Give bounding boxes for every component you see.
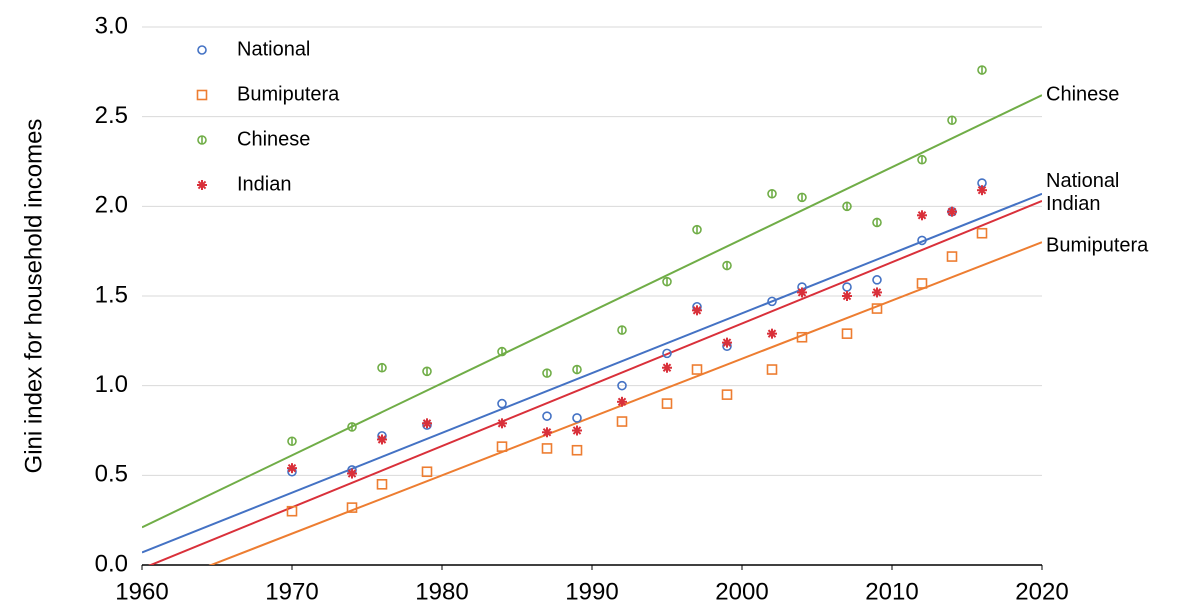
y-axis-title: Gini index for household incomes [20, 119, 47, 474]
point [842, 282, 852, 292]
point [691, 364, 703, 375]
point [692, 305, 702, 316]
point [617, 396, 627, 407]
point [497, 398, 507, 409]
point [722, 260, 732, 271]
point [722, 337, 732, 348]
y-tick-label: 0.0 [95, 550, 128, 577]
point [767, 188, 777, 199]
x-tick-label: 1980 [415, 578, 468, 605]
point [662, 348, 672, 359]
point [497, 346, 507, 357]
point [977, 65, 987, 75]
point [571, 444, 583, 456]
point [542, 368, 552, 378]
point [572, 425, 582, 436]
point [797, 287, 807, 298]
legend-marker [196, 89, 208, 101]
point [662, 276, 672, 287]
point [947, 206, 957, 217]
point [422, 366, 432, 377]
point [872, 287, 882, 298]
y-tick-label: 0.5 [95, 461, 128, 488]
trend-line [148, 200, 1042, 565]
y-tick-label: 1.5 [95, 281, 128, 308]
x-tick-label: 1960 [115, 578, 168, 605]
x-tick-label: 1990 [565, 578, 618, 605]
point [617, 325, 627, 335]
point [917, 210, 927, 221]
point [616, 416, 628, 427]
point [347, 422, 357, 432]
point [767, 296, 777, 307]
point [286, 505, 298, 517]
point [917, 154, 927, 165]
point [842, 291, 852, 301]
y-tick-label: 1.0 [95, 371, 128, 398]
trend-lines [142, 94, 1042, 565]
point [377, 434, 387, 445]
point [542, 411, 552, 421]
point [661, 398, 673, 409]
point [421, 466, 433, 478]
point [541, 443, 553, 454]
point [662, 362, 672, 373]
trend-line [142, 94, 1042, 529]
point [872, 217, 882, 228]
point [287, 463, 297, 474]
x-tick-label: 2010 [865, 578, 918, 605]
trend-label: National [1046, 170, 1119, 192]
x-tick-label: 2000 [715, 578, 768, 605]
x-tick-label: 1970 [265, 578, 318, 605]
point [977, 185, 987, 196]
point [841, 328, 853, 339]
point [422, 418, 432, 429]
point [617, 380, 627, 391]
legend-marker [197, 45, 207, 55]
legend-label: Bumiputera [237, 83, 340, 105]
trend-label: Chinese [1046, 83, 1119, 105]
point [572, 413, 582, 423]
legend-label: Indian [237, 173, 292, 195]
y-tick-label: 2.0 [95, 192, 128, 219]
point [796, 331, 808, 343]
point [767, 328, 777, 339]
point [377, 362, 387, 373]
point [917, 235, 927, 246]
point [347, 468, 357, 479]
legend-label: Chinese [237, 128, 310, 150]
x-tick-label: 2020 [1015, 578, 1068, 605]
point [497, 418, 507, 429]
point [346, 502, 358, 513]
y-tick-label: 3.0 [95, 12, 128, 39]
legend-marker [197, 180, 207, 190]
point [976, 227, 988, 239]
point [287, 436, 297, 447]
point [496, 441, 508, 452]
point [872, 275, 882, 285]
point [376, 478, 388, 490]
point [542, 427, 552, 438]
trend-line [208, 241, 1042, 565]
legend-marker [197, 135, 207, 145]
point [947, 115, 957, 126]
point [692, 224, 702, 235]
trend-label: Indian [1046, 193, 1101, 215]
trend-line [142, 192, 1042, 554]
y-tick-label: 2.5 [95, 102, 128, 129]
legend-label: National [237, 38, 310, 60]
point [766, 364, 778, 375]
point [572, 364, 582, 375]
point [842, 201, 852, 212]
trend-label: Bumiputera [1046, 234, 1149, 256]
point [916, 278, 928, 289]
point [721, 389, 733, 400]
point [871, 303, 883, 314]
point [797, 192, 807, 203]
point [946, 251, 958, 262]
